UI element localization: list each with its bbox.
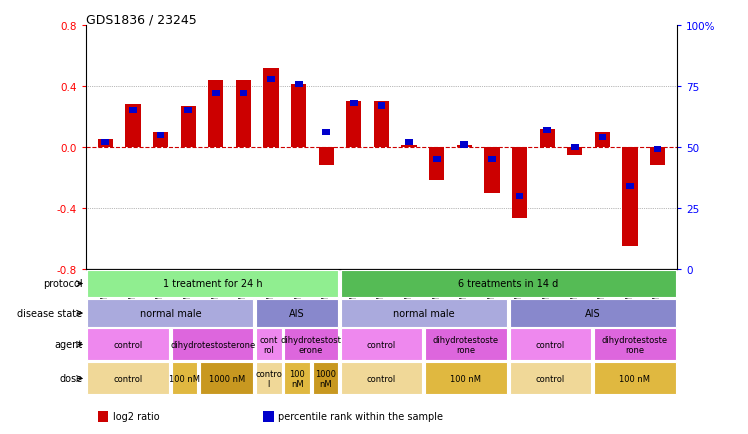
Bar (340, 362, 423, 395)
Text: control: control (536, 374, 565, 383)
Bar (598, 135, 606, 141)
Bar (98, 140, 113, 148)
Bar (405, 140, 413, 146)
Text: dihydrotestosterone: dihydrotestosterone (170, 340, 255, 349)
Bar (461, 142, 468, 148)
Bar (263, 411, 274, 423)
Bar (567, 148, 583, 155)
Bar (284, 362, 310, 395)
Text: 100
nM: 100 nM (289, 369, 305, 388)
Bar (594, 329, 675, 361)
Bar (129, 108, 137, 114)
Bar (340, 329, 423, 361)
Bar (626, 184, 634, 190)
Bar (346, 102, 361, 148)
Bar (457, 146, 472, 148)
Bar (429, 148, 444, 181)
Text: GDS1836 / 23245: GDS1836 / 23245 (86, 13, 197, 26)
Bar (340, 270, 675, 297)
Bar (515, 193, 524, 199)
Bar (257, 329, 281, 361)
Bar (571, 145, 579, 151)
Bar (257, 362, 281, 395)
Bar (180, 106, 196, 148)
Bar (433, 157, 441, 163)
Bar (257, 300, 338, 327)
Bar (88, 300, 254, 327)
Text: log2 ratio: log2 ratio (113, 411, 159, 421)
Bar (319, 148, 334, 166)
Text: control: control (536, 340, 565, 349)
Bar (212, 91, 220, 97)
Bar (509, 329, 591, 361)
Text: 100 nM: 100 nM (450, 374, 482, 383)
Bar (172, 362, 197, 395)
Text: control: control (367, 374, 396, 383)
Bar (622, 148, 637, 246)
Bar (594, 362, 675, 395)
Bar (291, 85, 306, 148)
Text: contro
l: contro l (256, 369, 282, 388)
Bar (650, 148, 665, 166)
Bar (374, 102, 389, 148)
Bar (236, 81, 251, 148)
Text: normal male: normal male (393, 309, 455, 318)
Bar (88, 270, 338, 297)
Bar (402, 146, 417, 148)
Text: 100 nM: 100 nM (169, 374, 200, 383)
Text: protocol: protocol (43, 279, 82, 289)
Bar (539, 129, 555, 148)
Text: dihydrotestost
erone: dihydrotestost erone (280, 335, 342, 354)
Text: 1 treatment for 24 h: 1 treatment for 24 h (163, 279, 263, 289)
Bar (267, 76, 275, 82)
Bar (425, 329, 506, 361)
Bar (88, 329, 169, 361)
Bar (208, 81, 224, 148)
Bar (509, 300, 675, 327)
Bar (239, 91, 248, 97)
Bar (200, 362, 254, 395)
Bar (263, 69, 278, 148)
Text: cont
rol: cont rol (260, 335, 278, 354)
Bar (595, 132, 610, 148)
Bar (485, 148, 500, 193)
Text: control: control (114, 340, 143, 349)
Text: 100 nM: 100 nM (619, 374, 650, 383)
Bar (425, 362, 506, 395)
Text: agent: agent (54, 340, 82, 350)
Bar (102, 140, 109, 146)
Text: normal male: normal male (140, 309, 201, 318)
Text: control: control (367, 340, 396, 349)
Bar (322, 130, 330, 136)
Text: 1000 nM: 1000 nM (209, 374, 245, 383)
Bar (488, 157, 496, 163)
Text: control: control (114, 374, 143, 383)
Bar (126, 105, 141, 148)
Text: dihydrotestoste
rone: dihydrotestoste rone (601, 335, 668, 354)
Bar (378, 103, 385, 109)
Bar (313, 362, 338, 395)
Bar (654, 147, 661, 153)
Bar (509, 362, 591, 395)
Bar (295, 81, 302, 87)
Bar (184, 108, 192, 114)
Bar (284, 329, 338, 361)
Text: percentile rank within the sample: percentile rank within the sample (278, 411, 443, 421)
Bar (98, 411, 108, 423)
Bar (88, 362, 169, 395)
Bar (543, 128, 551, 134)
Bar (172, 329, 254, 361)
Text: 1000
nM: 1000 nM (315, 369, 336, 388)
Text: AIS: AIS (289, 309, 305, 318)
Text: disease state: disease state (17, 309, 82, 318)
Bar (157, 132, 165, 138)
Bar (153, 132, 168, 148)
Bar (350, 101, 358, 107)
Text: 6 treatments in 14 d: 6 treatments in 14 d (458, 279, 558, 289)
Bar (512, 148, 527, 219)
Text: dose: dose (59, 374, 82, 384)
Bar (340, 300, 506, 327)
Text: AIS: AIS (585, 309, 601, 318)
Text: dihydrotestoste
rone: dihydrotestoste rone (433, 335, 499, 354)
